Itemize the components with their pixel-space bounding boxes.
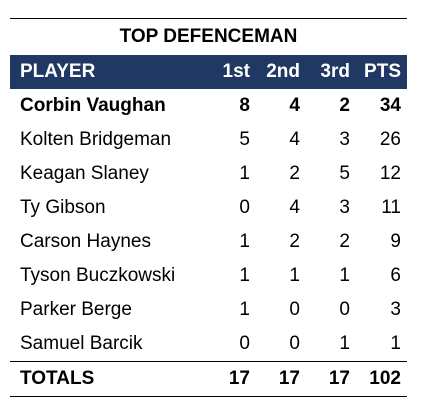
value-cell: 1	[390, 333, 401, 354]
label-cell: Ty Gibson	[20, 197, 106, 218]
label-cell: Samuel Barcik	[20, 333, 143, 354]
value-cell: 17	[278, 368, 300, 389]
player-row: Tyson Buczkowski 1 1 1 6	[10, 259, 407, 293]
value-cell: 0	[239, 197, 250, 218]
value-cell: 1	[289, 265, 300, 286]
value-cell: 1st	[222, 61, 250, 82]
value-cell: 12	[379, 163, 401, 184]
value-cell: 6	[390, 265, 401, 286]
value-cell: 3rd	[320, 61, 350, 82]
value-cell: 11	[381, 197, 401, 218]
value-cell: 4	[289, 129, 300, 150]
label-cell: Parker Berge	[20, 299, 132, 320]
value-cell: 3	[339, 129, 350, 150]
player-row: Keagan Slaney 1 2 5 12	[10, 157, 407, 191]
value-cell: 2	[289, 163, 300, 184]
player-row: Samuel Barcik 0 0 1 1	[10, 327, 407, 361]
label-cell: TOTALS	[20, 368, 95, 389]
value-cell: 2nd	[266, 61, 300, 82]
value-cell: 26	[379, 129, 401, 150]
label-cell: PLAYER	[20, 61, 96, 82]
value-cell: 1	[239, 231, 250, 252]
label-cell: Tyson Buczkowski	[20, 265, 176, 286]
value-cell: 8	[239, 95, 250, 116]
value-cell: 2	[339, 231, 350, 252]
value-cell: 2	[289, 231, 300, 252]
value-cell: PTS	[364, 61, 401, 82]
value-cell: 0	[339, 299, 350, 320]
player-row: Ty Gibson 0 4 3 11	[10, 191, 407, 225]
value-cell: 4	[289, 197, 300, 218]
value-cell: 2	[339, 95, 350, 116]
value-cell: 17	[228, 368, 250, 389]
value-cell: 4	[289, 95, 300, 116]
value-cell: 1	[239, 265, 250, 286]
value-cell: 34	[379, 95, 401, 116]
totals-row: TOTALS 17 17 17 102	[10, 361, 407, 397]
value-cell: 5	[239, 129, 250, 150]
player-row: Corbin Vaughan 8 4 2 34	[10, 89, 407, 123]
value-cell: 9	[390, 231, 401, 252]
table-title: TOP DEFENCEMAN	[10, 18, 407, 55]
value-cell: 1	[339, 265, 350, 286]
label-cell: Kolten Bridgeman	[20, 129, 172, 150]
value-cell: 102	[369, 368, 401, 389]
value-cell: 0	[239, 333, 250, 354]
label-cell: Corbin Vaughan	[20, 95, 166, 116]
value-cell: 1	[339, 333, 350, 354]
label-cell: Keagan Slaney	[20, 163, 149, 184]
value-cell: 1	[239, 299, 250, 320]
value-cell: 17	[328, 368, 350, 389]
value-cell: 3	[390, 299, 401, 320]
table: TOP DEFENCEMAN PLAYER 1st 2nd 3rd PTS Corbin …	[10, 18, 407, 397]
label-cell: Carson Haynes	[20, 231, 151, 252]
value-cell: 0	[289, 299, 300, 320]
header-row: PLAYER 1st 2nd 3rd PTS	[10, 55, 407, 89]
player-row: Carson Haynes 1 2 2 9	[10, 225, 407, 259]
player-row: Parker Berge 1 0 0 3	[10, 293, 407, 327]
value-cell: 3	[339, 197, 350, 218]
value-cell: 0	[289, 333, 300, 354]
value-cell: 1	[239, 163, 250, 184]
value-cell: 5	[339, 163, 350, 184]
player-row: Kolten Bridgeman 5 4 3 26	[10, 123, 407, 157]
